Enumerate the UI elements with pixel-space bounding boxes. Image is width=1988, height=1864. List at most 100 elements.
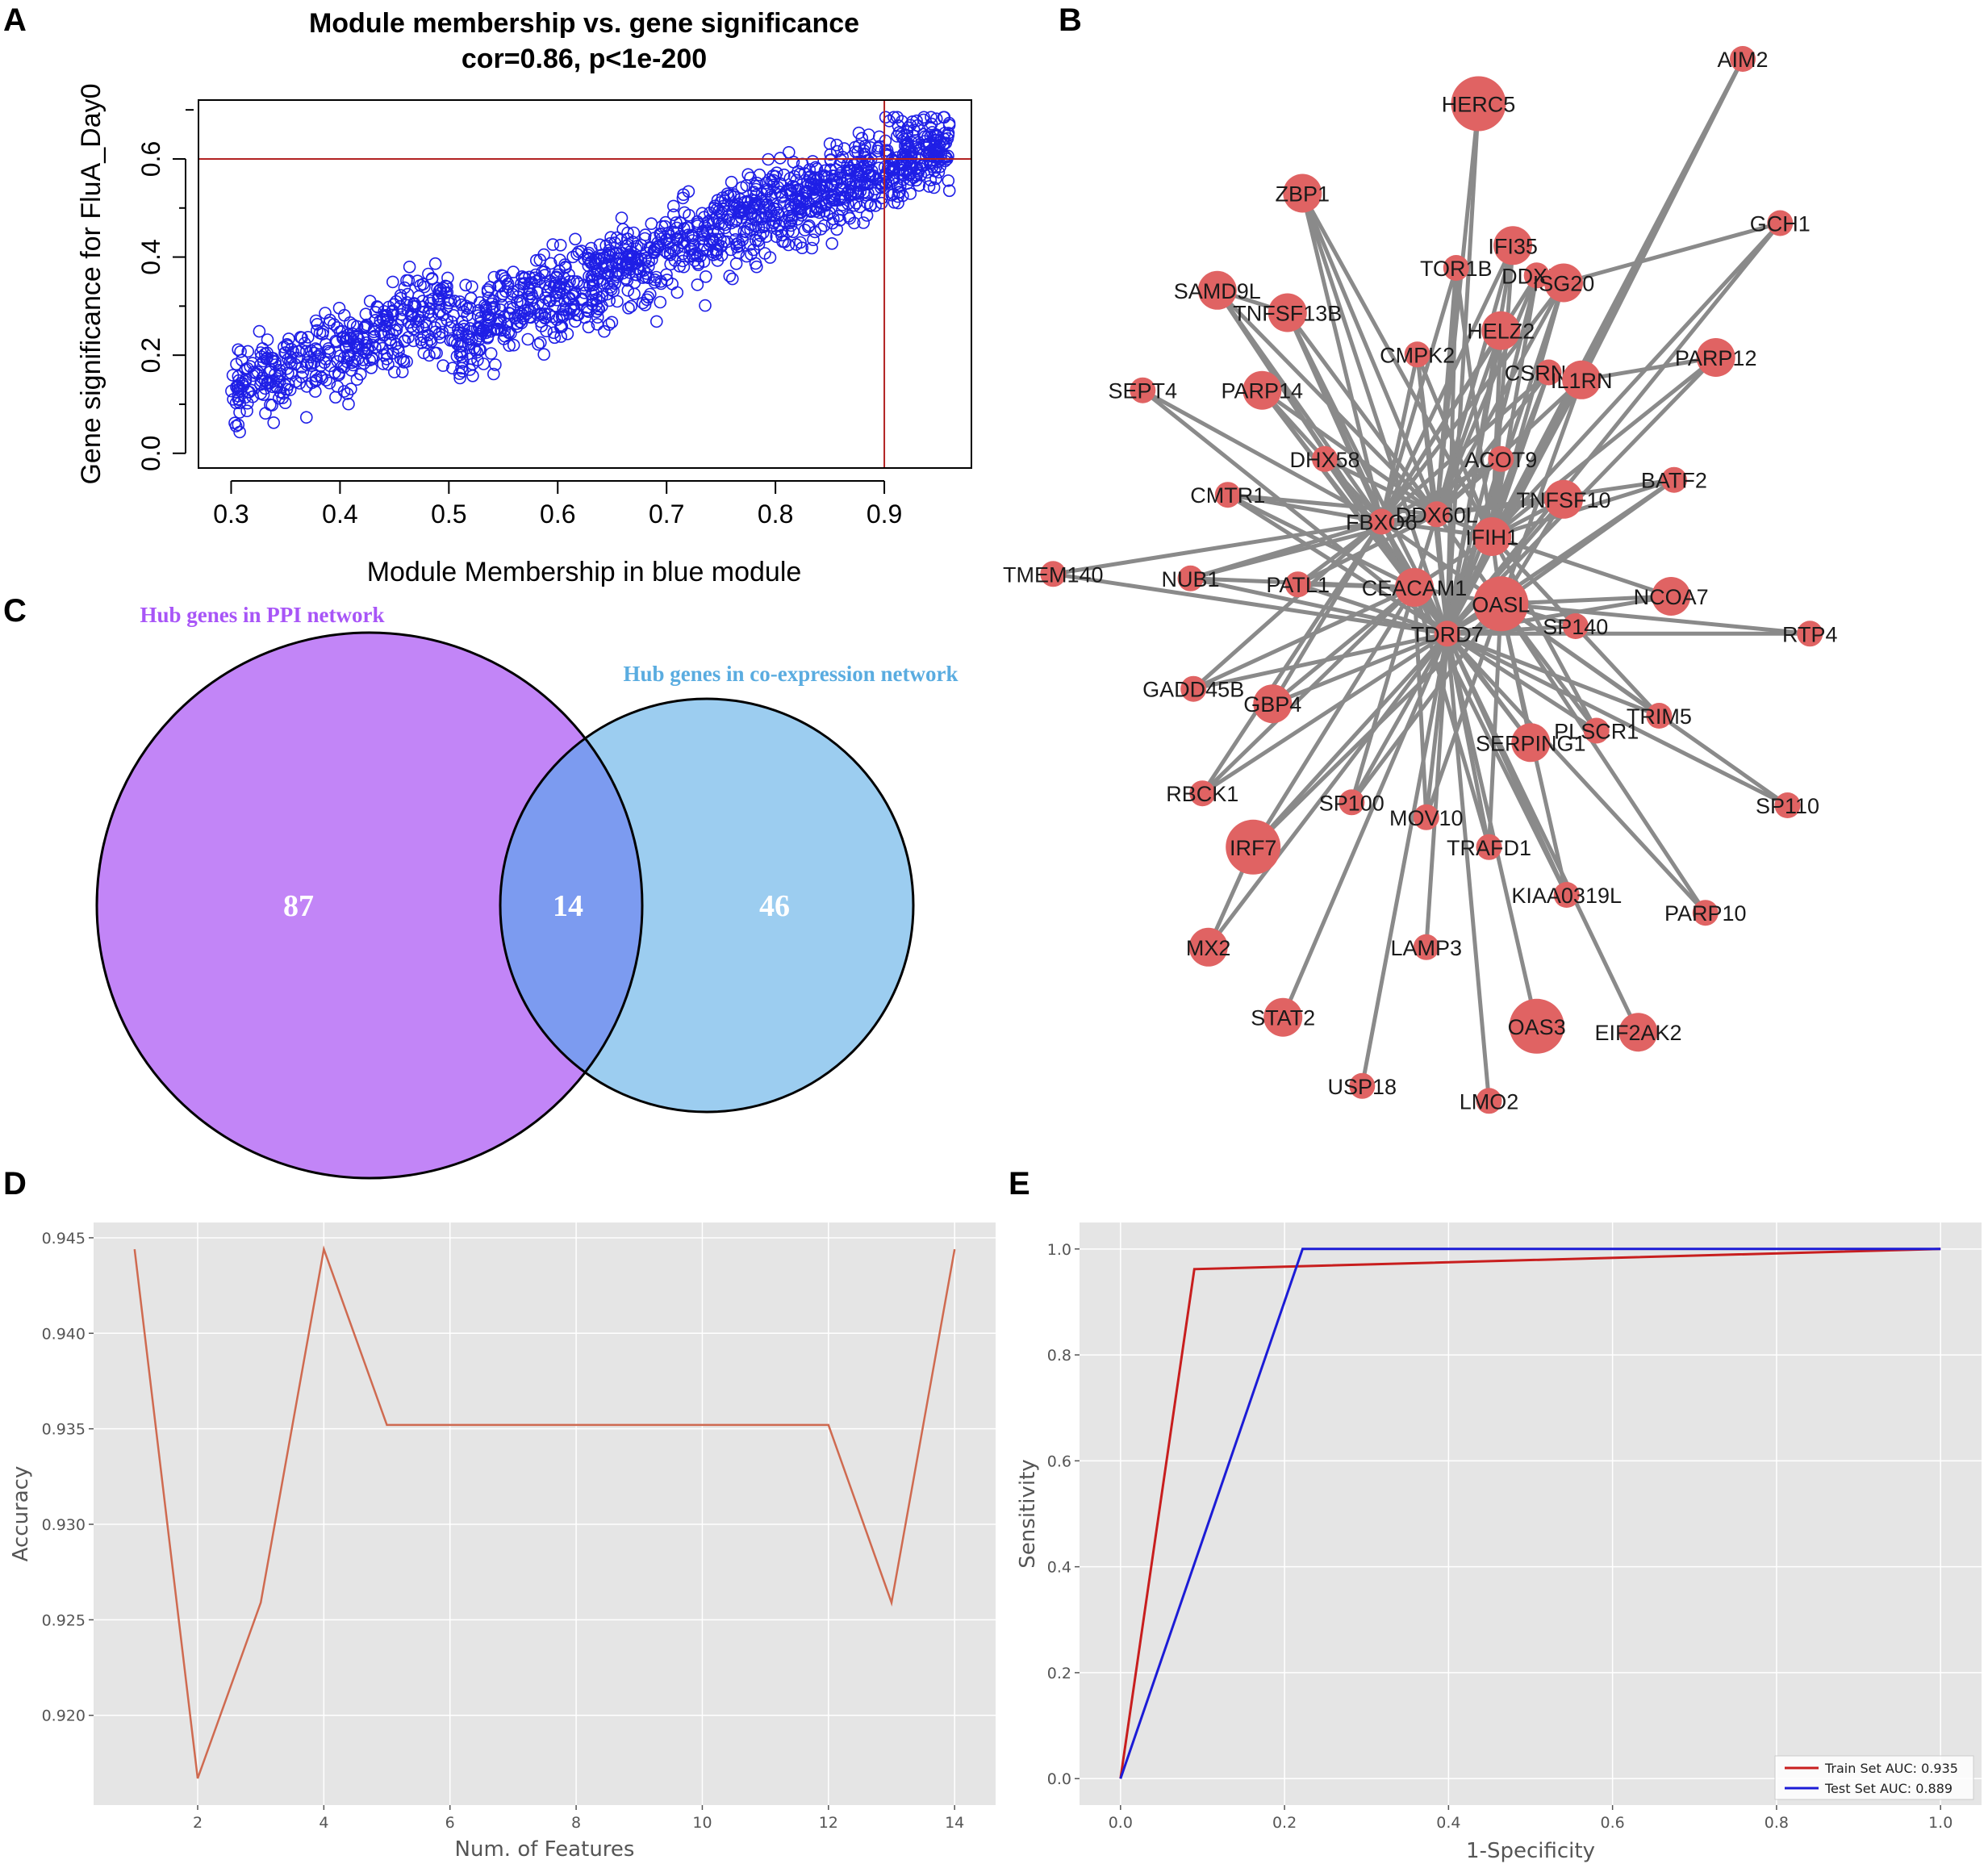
network-edge [1445, 631, 1708, 915]
roc-train-line [1119, 1248, 1941, 1779]
scatter-point [542, 294, 556, 307]
scatter-point [683, 250, 696, 263]
network-edge [1489, 478, 1677, 539]
scatter-point [232, 374, 245, 387]
scatter-point [682, 221, 695, 235]
network-node-label: TMEM140 [1003, 562, 1104, 587]
scatter-point [861, 161, 875, 173]
scatter-point [715, 249, 729, 262]
network-node [1451, 76, 1506, 132]
scatter-point [383, 333, 397, 347]
scatter-point [858, 186, 871, 199]
scatter-point [593, 274, 607, 287]
scatter-point [817, 169, 831, 182]
scatter-point [942, 184, 956, 198]
network-edge [1191, 520, 1384, 692]
scatter-point [331, 380, 345, 393]
y-tick-label: 0.4 [1047, 1559, 1071, 1577]
scatter-point [730, 237, 743, 251]
scatter-point [809, 190, 823, 204]
scatter-point [774, 152, 787, 165]
scatter-point [682, 185, 695, 199]
scatter-point [663, 248, 677, 261]
scatter-point [249, 367, 263, 380]
network-node [1618, 1013, 1658, 1052]
network-node-label: GADD45B [1142, 678, 1244, 702]
scatter-point [927, 181, 941, 194]
scatter-point [850, 166, 863, 179]
scatter-point [673, 260, 687, 273]
scatter-point [350, 320, 364, 333]
scatter-point [546, 238, 560, 251]
scatter-point [821, 178, 833, 192]
scatter-point [925, 126, 939, 139]
scatter-y-tick-label: 0.4 [136, 239, 165, 274]
scatter-point [772, 208, 786, 222]
scatter-point [791, 212, 804, 226]
network-node [1493, 226, 1533, 265]
scatter-point [582, 246, 595, 260]
scatter-point [280, 337, 294, 351]
scatter-point [733, 201, 746, 215]
scatter-point [387, 366, 401, 378]
scatter-point [842, 210, 855, 223]
scatter-point [829, 188, 842, 201]
network-node [1562, 360, 1602, 399]
x-tick-label: 10 [692, 1814, 712, 1832]
scatter-point [670, 233, 684, 247]
network-node [1253, 684, 1293, 724]
scatter-point [400, 274, 413, 287]
network-node-label: TDRD7 [1411, 622, 1484, 646]
scatter-point [868, 182, 882, 196]
network-edge [1445, 631, 1599, 733]
network-node-label: TRAFD1 [1447, 836, 1531, 860]
scatter-point [536, 265, 549, 278]
scatter-point [691, 278, 704, 291]
scatter-point [582, 320, 595, 334]
network-node-label: SP140 [1543, 615, 1608, 639]
scatter-point [619, 272, 633, 285]
scatter-point [691, 258, 705, 272]
scatter-point [670, 286, 684, 299]
scatter-point [805, 241, 819, 255]
scatter-point [459, 299, 473, 313]
network-node-label: GBP4 [1243, 692, 1301, 717]
scatter-point [485, 297, 499, 311]
network-node-label: SEPT4 [1109, 379, 1178, 403]
venn-count-intersection: 14 [553, 889, 583, 923]
scatter-point [636, 296, 649, 310]
scatter-point [924, 173, 938, 186]
scatter-point [563, 291, 576, 305]
x-tick-label: 0.0 [1109, 1814, 1133, 1832]
scatter-point [547, 326, 561, 340]
scatter-point [322, 345, 335, 358]
scatter-point [922, 180, 936, 193]
scatter-point [801, 220, 815, 234]
scatter-point [265, 351, 278, 365]
scatter-point [830, 223, 843, 236]
scatter-point [507, 338, 520, 352]
scatter-point [725, 175, 738, 189]
network-edge [1445, 631, 1640, 1034]
scatter-point [864, 141, 877, 154]
scatter-point [862, 128, 875, 141]
network-node [1696, 338, 1735, 377]
network-edge [1489, 328, 1503, 539]
scatter-point [421, 328, 435, 342]
scatter-point [428, 321, 441, 334]
network-edge [1140, 388, 1384, 524]
network-node-label: OAS3 [1508, 1015, 1566, 1039]
y-tick-label: 0.940 [42, 1325, 86, 1343]
scatter-point [337, 385, 351, 398]
network-node [1774, 792, 1801, 818]
scatter-point [910, 169, 923, 182]
scatter-point [340, 334, 353, 348]
network-node [1268, 293, 1307, 332]
scatter-point [638, 228, 652, 241]
scatter-point [830, 138, 843, 152]
scatter-point [942, 128, 955, 142]
scatter-point [244, 360, 257, 373]
network-node [1509, 998, 1564, 1054]
network-edge [1200, 520, 1384, 796]
